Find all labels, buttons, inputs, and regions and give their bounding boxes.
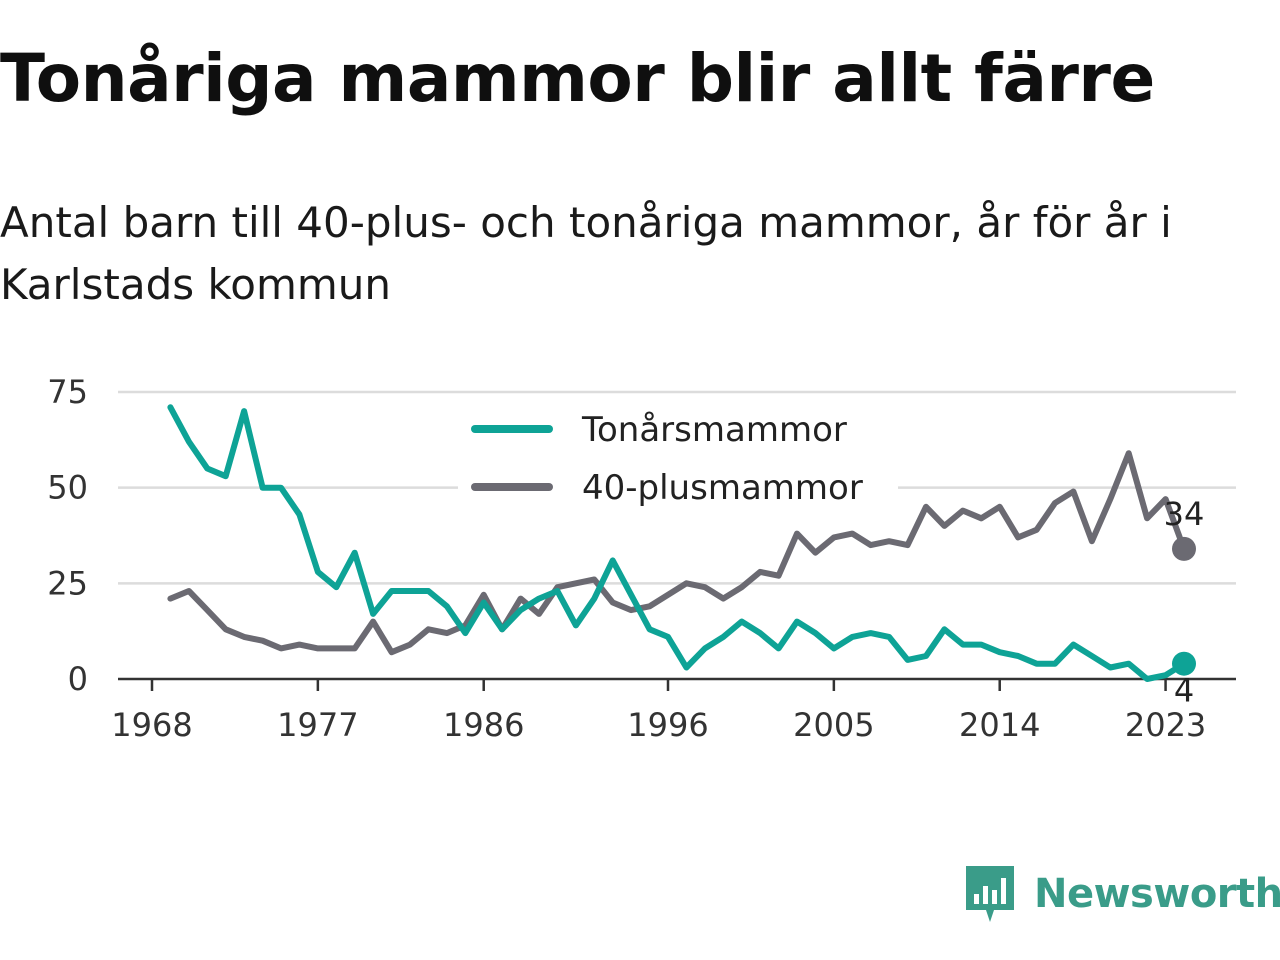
chart-title: Tonåriga mammor blir allt färre [0,40,1155,117]
end-value-label: 4 [1174,672,1194,710]
brand-name: Newsworthy [1034,871,1280,917]
legend: Tonårsmammor 40-plusmammor [458,400,898,518]
series-line-tonarsmammor [167,404,1187,682]
legend-label: Tonårsmammor [581,410,847,450]
y-tick-label: 0 [68,660,88,698]
x-tick-label: 1977 [277,706,358,744]
end-marker [1172,651,1196,676]
x-tick-label: 2005 [793,706,874,744]
newsworthy-logo-icon [966,866,1014,922]
x-tick-label: 2023 [1125,706,1206,744]
x-tick-label: 1986 [443,706,524,744]
legend-label: 40-plusmammor [582,468,863,508]
x-tick-label: 1968 [111,706,192,744]
y-tick-label: 75 [47,373,88,411]
end-labels: 4 34 [1164,495,1205,710]
chart-subtitle: Antal barn till 40-plus- och tonåriga ma… [0,198,1172,309]
y-tick-label: 50 [47,469,88,507]
series-line-40-plusmammor [167,450,1187,656]
axes: 0 25 50 75 1968 1977 1986 1996 2005 2014 2023 [47,373,1236,744]
x-tick-label: 1996 [627,706,708,744]
end-marker [1172,536,1196,561]
end-value-label: 34 [1164,495,1205,533]
brand-logo: Newsworthy [964,864,1280,924]
y-tick-label: 25 [47,564,88,602]
series-lines [167,404,1187,682]
x-tick-label: 2014 [959,706,1040,744]
legend-background [458,400,898,518]
